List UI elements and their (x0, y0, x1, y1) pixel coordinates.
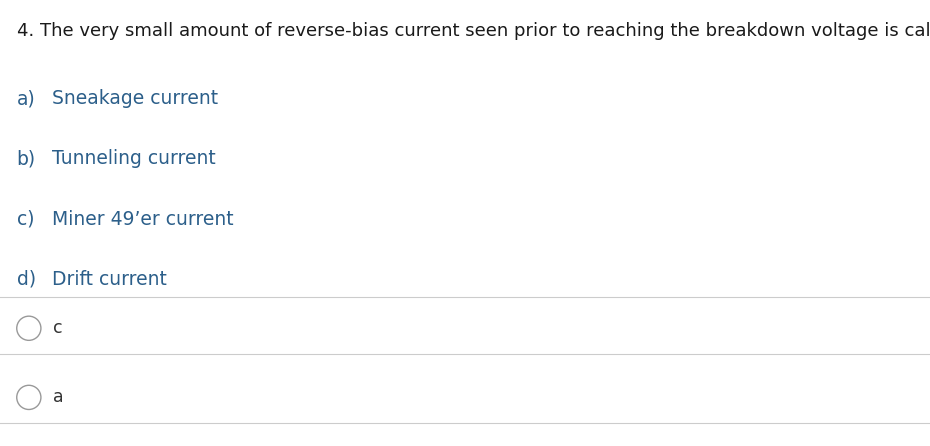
Text: Sneakage current: Sneakage current (52, 89, 219, 108)
Text: a: a (53, 388, 63, 406)
Text: Miner 49’er current: Miner 49’er current (52, 210, 233, 229)
Text: d): d) (17, 270, 36, 289)
Text: c: c (53, 319, 62, 337)
Text: Drift current: Drift current (52, 270, 167, 289)
Text: a): a) (17, 89, 35, 108)
Text: Tunneling current: Tunneling current (52, 149, 216, 169)
Text: c): c) (17, 210, 34, 229)
Text: b): b) (17, 149, 36, 169)
Text: 4. The very small amount of reverse-bias current seen prior to reaching the brea: 4. The very small amount of reverse-bias… (17, 22, 930, 40)
